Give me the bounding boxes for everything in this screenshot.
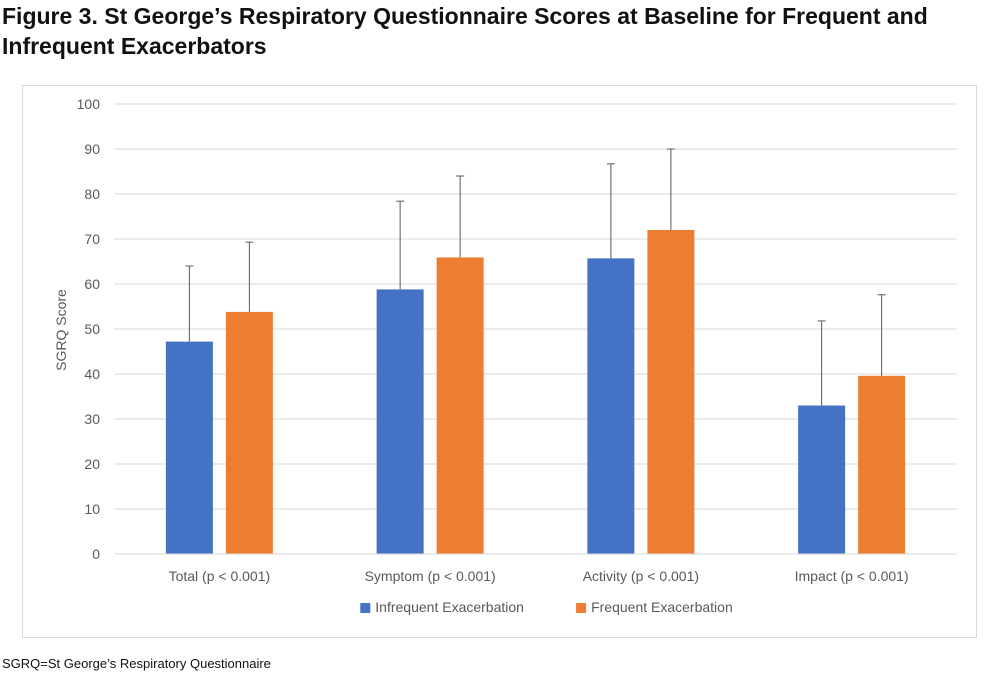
bars (165, 230, 906, 554)
error-bars (185, 148, 886, 406)
y-tick-label: 80 (84, 186, 100, 202)
legend-swatch (576, 603, 587, 613)
y-tick-label: 40 (84, 366, 100, 382)
y-tick-label: 0 (92, 546, 100, 562)
bar (376, 289, 424, 554)
figure-title: Figure 3. St George’s Respiratory Questi… (2, 3, 928, 59)
y-tick-label: 60 (84, 276, 100, 292)
legend-swatch (360, 603, 371, 613)
y-tick-label: 90 (84, 141, 100, 157)
legend-label: Infrequent Exacerbation (375, 599, 524, 615)
y-tick-label: 30 (84, 411, 100, 427)
y-tick-label: 50 (84, 321, 100, 337)
x-tick-labels: Total (p < 0.001) Symptom (p < 0.001) Acti… (169, 568, 909, 584)
bar (225, 311, 273, 554)
x-tick-label: Total (p < 0.001) (169, 568, 271, 584)
bar (858, 375, 906, 554)
legend-label: Frequent Exacerbation (591, 599, 733, 615)
bar (647, 230, 695, 554)
x-tick-label: Activity (p < 0.001) (583, 568, 699, 584)
y-tick-label: 70 (84, 231, 100, 247)
bar (436, 257, 484, 554)
y-tick-label: 10 (84, 501, 100, 517)
y-tick-label: 20 (84, 456, 100, 472)
bar (587, 258, 635, 554)
legend: Infrequent Exacerbation Frequent Exacerba… (360, 599, 733, 615)
bar (165, 341, 213, 554)
y-tick-label: 100 (77, 96, 101, 112)
x-tick-label: Impact (p < 0.001) (795, 568, 909, 584)
y-axis-label: SGRQ Score (53, 289, 69, 371)
footnote: SGRQ=St George’s Respiratory Questionnai… (2, 656, 271, 671)
y-tick-labels: 0 10 20 30 40 50 60 70 80 90 100 (77, 96, 101, 562)
x-tick-label: Symptom (p < 0.001) (365, 568, 496, 584)
bar (798, 405, 846, 554)
